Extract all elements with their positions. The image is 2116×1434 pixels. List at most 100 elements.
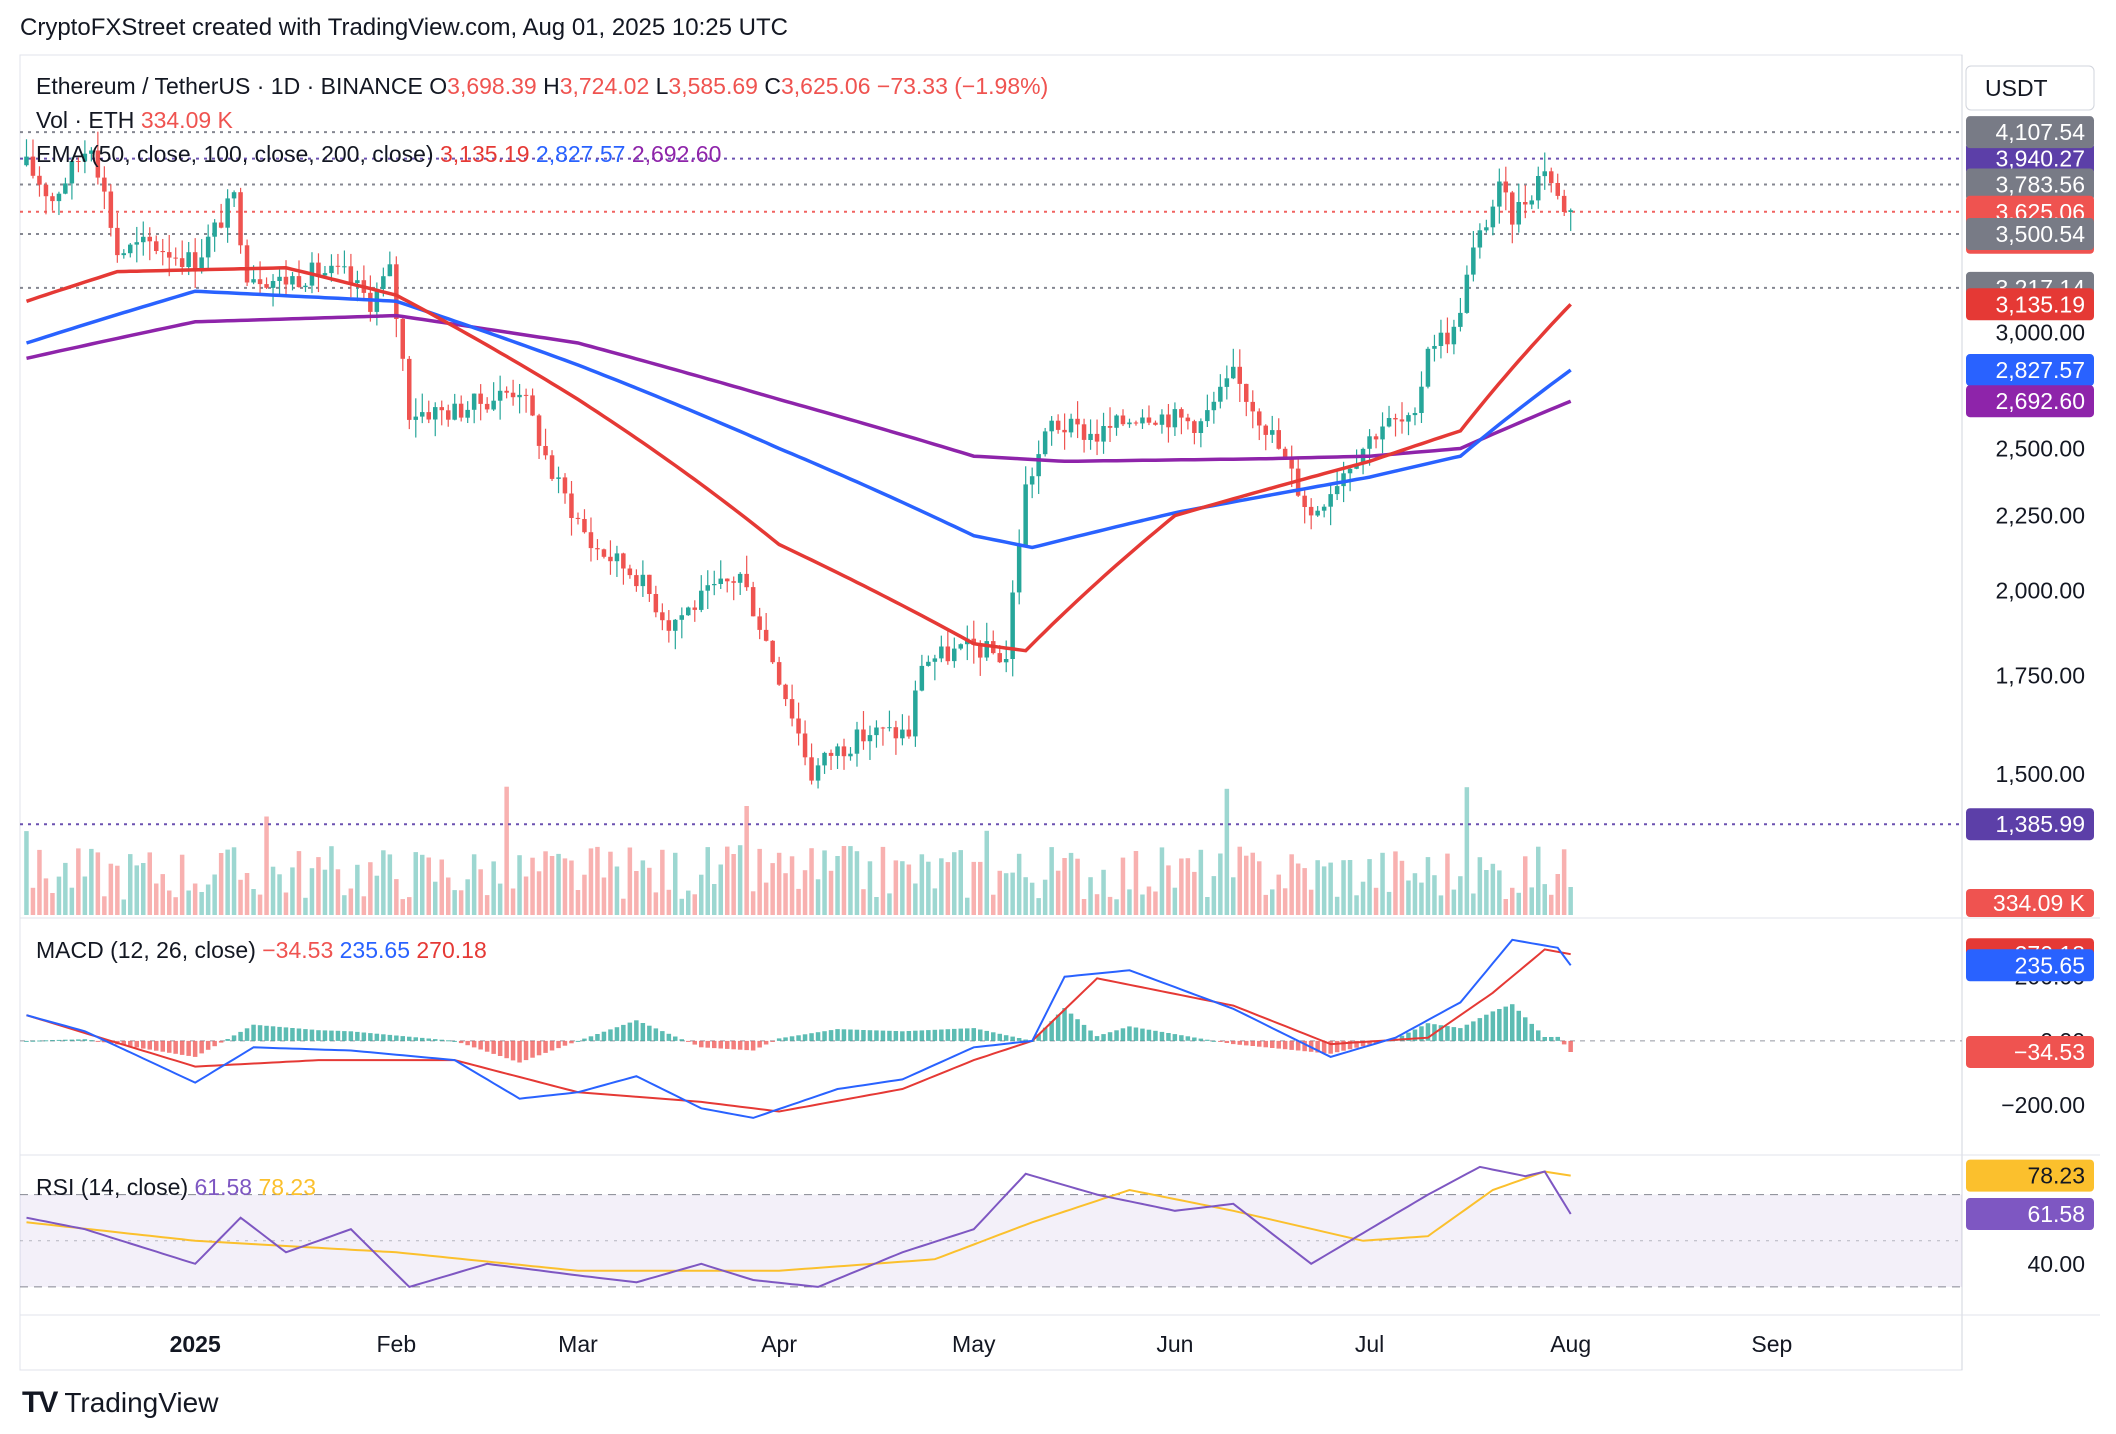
macd-hist-bar xyxy=(556,1040,561,1049)
symbol-legend: Ethereum / TetherUS · 1D · BINANCE O3,69… xyxy=(36,73,1048,99)
macd-hist-bar xyxy=(160,1040,165,1052)
macd-hist-bar xyxy=(627,1022,633,1041)
candle-body xyxy=(1244,383,1249,402)
volume-bar xyxy=(997,870,1002,915)
macd-hist-bar xyxy=(1218,1040,1223,1042)
candle-body xyxy=(134,242,139,245)
candle-body xyxy=(433,407,438,420)
tradingview-brand[interactable]: TV TradingView xyxy=(22,1386,218,1420)
volume-bar xyxy=(89,848,94,915)
time-tick-label: Jul xyxy=(1355,1331,1384,1357)
volume-bar xyxy=(199,892,204,915)
macd-legend: MACD (12, 26, close) −34.53 235.65 270.1… xyxy=(36,937,487,963)
macd-hist-bar xyxy=(932,1029,938,1041)
candle-body xyxy=(1029,476,1035,485)
candle-body xyxy=(627,568,633,576)
volume-bar xyxy=(1237,846,1242,915)
volume-bar xyxy=(1094,894,1100,915)
volume-bar xyxy=(504,786,509,915)
candle-body xyxy=(56,193,62,202)
candle-body xyxy=(1477,230,1483,248)
candle-body xyxy=(731,581,736,583)
macd-hist-bar xyxy=(277,1026,282,1041)
candle-body xyxy=(517,394,522,398)
volume-bar xyxy=(815,879,821,915)
volume-bar xyxy=(991,894,996,915)
candle-body xyxy=(264,284,269,288)
macd-hist-bar xyxy=(991,1032,996,1041)
candle-body xyxy=(1172,409,1178,428)
macd-hist-bar xyxy=(1510,1004,1515,1041)
volume-bar xyxy=(322,869,328,915)
volume-bar xyxy=(335,869,341,915)
volume-bar xyxy=(1523,856,1528,915)
volume-bar xyxy=(958,850,963,915)
macd-hist-bar xyxy=(1451,1027,1457,1041)
candle-body xyxy=(757,616,762,630)
candle-body xyxy=(1367,436,1372,449)
candle-body xyxy=(1068,418,1074,433)
candle-body xyxy=(1561,195,1567,212)
macd-hist-bar xyxy=(640,1023,646,1041)
price-tag xyxy=(1966,142,2094,175)
macd-tag-label: 235.65 xyxy=(2015,952,2085,978)
macd-hist-bar xyxy=(257,1025,263,1041)
candle-body xyxy=(789,699,795,719)
candle-body xyxy=(128,244,133,254)
volume-bar xyxy=(945,862,951,915)
candle-body xyxy=(1185,417,1191,422)
volume-bar xyxy=(1140,894,1145,915)
candle-body xyxy=(497,390,503,401)
candle-body xyxy=(1211,401,1217,411)
candle-body xyxy=(536,415,542,446)
volume-bar xyxy=(556,853,561,915)
macd-hist-bar xyxy=(893,1031,899,1041)
volume-bar xyxy=(1328,862,1333,915)
price-tick-label: 1,500.00 xyxy=(1995,761,2085,787)
macd-hist-bar xyxy=(828,1030,834,1041)
volume-bar xyxy=(737,845,743,915)
macd-hist-bar xyxy=(446,1040,451,1042)
candle-body xyxy=(984,641,989,658)
candle-body xyxy=(919,665,925,691)
candle-body xyxy=(212,222,217,237)
macd-hist-bar xyxy=(484,1040,490,1052)
candle-body xyxy=(699,590,704,610)
macd-hist-bar xyxy=(1250,1040,1255,1046)
candle-body xyxy=(1497,181,1502,207)
volume-bar xyxy=(536,871,542,915)
macd-hist-bar xyxy=(848,1029,853,1041)
macd-hist-bar xyxy=(1497,1009,1502,1041)
price-tick-label: 2,000.00 xyxy=(1995,578,2085,604)
candle-body xyxy=(355,280,360,283)
candle-body xyxy=(1445,332,1450,345)
macd-hist-bar xyxy=(789,1036,795,1041)
macd-hist-bar xyxy=(231,1035,237,1041)
macd-hist-bar xyxy=(900,1031,905,1041)
macd-hist-bar xyxy=(1133,1027,1139,1041)
macd-hist-bar xyxy=(24,1040,29,1042)
macd-hist-bar xyxy=(575,1040,581,1042)
candle-body xyxy=(1133,422,1139,424)
candle-body xyxy=(251,279,256,283)
volume-bar xyxy=(952,852,957,915)
volume-bar xyxy=(452,890,457,915)
volume-bar xyxy=(50,893,55,915)
volume-bar xyxy=(530,857,535,915)
macd-hist-bar xyxy=(1458,1028,1463,1041)
macd-hist-bar xyxy=(776,1038,782,1041)
macd-hist-bar xyxy=(316,1030,321,1041)
candle-body xyxy=(1159,414,1165,425)
macd-hist-bar xyxy=(802,1034,808,1041)
macd-hist-bar xyxy=(361,1032,367,1041)
macd-hist-bar xyxy=(1146,1029,1152,1041)
macd-hist-bar xyxy=(880,1030,886,1041)
volume-bar xyxy=(1503,899,1508,915)
volume-bar xyxy=(965,897,970,915)
volume-bar xyxy=(880,846,886,915)
macd-hist-bar xyxy=(387,1034,393,1041)
volume-bar xyxy=(523,876,529,915)
volume-bar xyxy=(381,850,386,915)
macd-hist-bar xyxy=(770,1040,775,1042)
